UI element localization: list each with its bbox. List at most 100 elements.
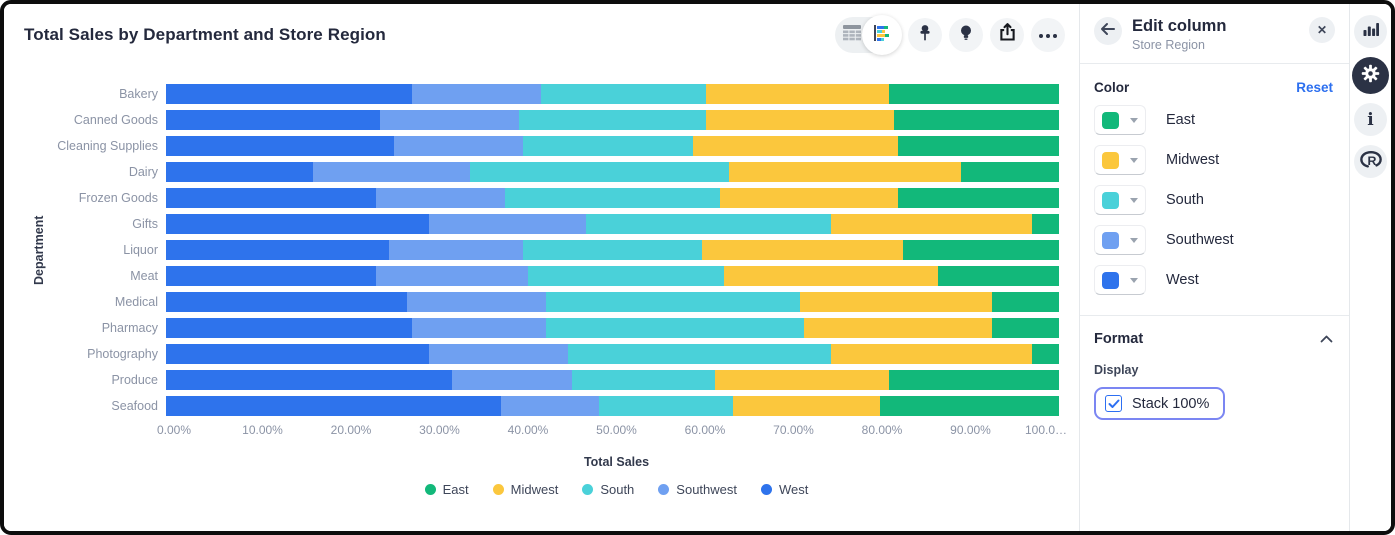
close-button[interactable]: ✕ — [1309, 17, 1335, 43]
chart-settings-button[interactable] — [1354, 15, 1387, 48]
back-button[interactable] — [1094, 17, 1122, 45]
bar-segment-southwest[interactable] — [380, 110, 519, 130]
pin-button[interactable] — [908, 18, 942, 52]
view-toggle[interactable] — [835, 15, 902, 55]
bar-segment-southwest[interactable] — [375, 188, 506, 208]
bar-segment-southwest[interactable] — [429, 214, 586, 234]
bar-segment-south[interactable] — [541, 84, 707, 104]
bar-segment-east[interactable] — [992, 292, 1059, 312]
color-picker-dropdown[interactable] — [1094, 145, 1146, 175]
bar-segment-west[interactable] — [166, 214, 430, 234]
element-settings-button[interactable] — [1352, 57, 1389, 94]
bar-segment-midwest[interactable] — [701, 240, 903, 260]
lightbulb-button[interactable] — [949, 18, 983, 52]
bar-segment-south[interactable] — [545, 318, 805, 338]
chart-row: Pharmacy — [24, 318, 1059, 338]
color-picker-dropdown[interactable] — [1094, 265, 1146, 295]
y-axis-category-label: Bakery — [119, 87, 158, 101]
bar-segment-midwest[interactable] — [831, 344, 1033, 364]
stacked-bar — [166, 396, 1059, 416]
bar-segment-east[interactable] — [893, 110, 1059, 130]
bar-segment-south[interactable] — [469, 162, 729, 182]
bar-segment-south[interactable] — [585, 214, 832, 234]
legend-item-southwest[interactable]: Southwest — [658, 482, 737, 497]
bar-segment-southwest[interactable] — [375, 266, 528, 286]
bar-segment-east[interactable] — [1032, 214, 1059, 234]
info-button[interactable]: i — [1354, 103, 1387, 136]
chart-view-button[interactable] — [862, 15, 902, 55]
bar-segment-east[interactable] — [938, 266, 1059, 286]
bar-segment-midwest[interactable] — [728, 162, 961, 182]
bar-segment-east[interactable] — [889, 370, 1059, 390]
bar-segment-south[interactable] — [599, 396, 734, 416]
x-axis-title: Total Sales — [583, 455, 650, 469]
bar-segment-midwest[interactable] — [804, 318, 992, 338]
bar-segment-southwest[interactable] — [407, 292, 546, 312]
bar-segment-west[interactable] — [166, 136, 394, 156]
bar-segment-east[interactable] — [1032, 344, 1059, 364]
bar-segment-southwest[interactable] — [451, 370, 573, 390]
bar-segment-east[interactable] — [898, 136, 1059, 156]
stacked-bar — [166, 370, 1059, 390]
bar-segment-south[interactable] — [572, 370, 716, 390]
legend-item-west[interactable]: West — [761, 482, 808, 497]
bar-segment-southwest[interactable] — [389, 240, 524, 260]
stack-100-checkbox[interactable] — [1105, 395, 1122, 412]
bar-segment-midwest[interactable] — [692, 136, 899, 156]
bar-segment-east[interactable] — [889, 84, 1059, 104]
bar-segment-east[interactable] — [991, 318, 1059, 338]
color-swatch — [1102, 271, 1119, 289]
color-picker-dropdown[interactable] — [1094, 185, 1146, 215]
bar-segment-east[interactable] — [902, 240, 1059, 260]
bar-segment-west[interactable] — [166, 188, 376, 208]
bar-segment-south[interactable] — [505, 188, 720, 208]
share-button[interactable] — [990, 18, 1024, 52]
legend-item-midwest[interactable]: Midwest — [492, 482, 558, 497]
panel-title: Edit column — [1132, 17, 1227, 35]
chevron-up-icon[interactable] — [1320, 330, 1333, 348]
bar-segment-midwest[interactable] — [715, 370, 890, 390]
bar-segment-east[interactable] — [898, 188, 1059, 208]
bar-segment-midwest[interactable] — [719, 188, 899, 208]
bar-segment-west[interactable] — [166, 318, 412, 338]
bar-segment-west[interactable] — [166, 396, 501, 416]
bar-segment-west[interactable] — [166, 110, 381, 130]
bar-segment-midwest[interactable] — [724, 266, 939, 286]
bar-segment-west[interactable] — [166, 266, 376, 286]
bar-segment-southwest[interactable] — [313, 162, 470, 182]
bar-segment-south[interactable] — [523, 136, 693, 156]
bar-segment-west[interactable] — [166, 292, 408, 312]
stack-100-control[interactable]: Stack 100% — [1094, 387, 1226, 420]
bar-segment-southwest[interactable] — [500, 396, 600, 416]
bar-segment-midwest[interactable] — [831, 214, 1033, 234]
bar-segment-south[interactable] — [527, 266, 725, 286]
x-axis-tick-label: 70.00% — [773, 423, 814, 437]
bar-segment-midwest[interactable] — [800, 292, 992, 312]
color-picker-dropdown[interactable] — [1094, 105, 1146, 135]
bar-segment-southwest[interactable] — [429, 344, 568, 364]
legend-item-east[interactable]: East — [424, 482, 469, 497]
bar-segment-east[interactable] — [960, 162, 1059, 182]
bar-segment-south[interactable] — [567, 344, 832, 364]
bar-segment-west[interactable] — [166, 370, 452, 390]
bar-segment-south[interactable] — [518, 110, 707, 130]
bar-segment-west[interactable] — [166, 162, 314, 182]
bar-segment-west[interactable] — [166, 344, 430, 364]
bar-segment-southwest[interactable] — [393, 136, 524, 156]
reset-colors-link[interactable]: Reset — [1296, 80, 1333, 95]
r-integration-button[interactable]: R — [1354, 145, 1387, 178]
color-picker-dropdown[interactable] — [1094, 225, 1146, 255]
bar-segment-midwest[interactable] — [706, 110, 894, 130]
bar-segment-east[interactable] — [880, 396, 1059, 416]
bar-segment-midwest[interactable] — [706, 84, 890, 104]
bar-segment-south[interactable] — [523, 240, 702, 260]
bar-segment-west[interactable] — [166, 84, 412, 104]
bar-segment-southwest[interactable] — [411, 318, 546, 338]
more-options-button[interactable] — [1031, 18, 1065, 52]
table-view-button[interactable] — [835, 24, 868, 46]
bar-segment-midwest[interactable] — [733, 396, 881, 416]
legend-item-south[interactable]: South — [582, 482, 634, 497]
bar-segment-south[interactable] — [545, 292, 801, 312]
bar-segment-southwest[interactable] — [411, 84, 542, 104]
bar-segment-west[interactable] — [166, 240, 390, 260]
